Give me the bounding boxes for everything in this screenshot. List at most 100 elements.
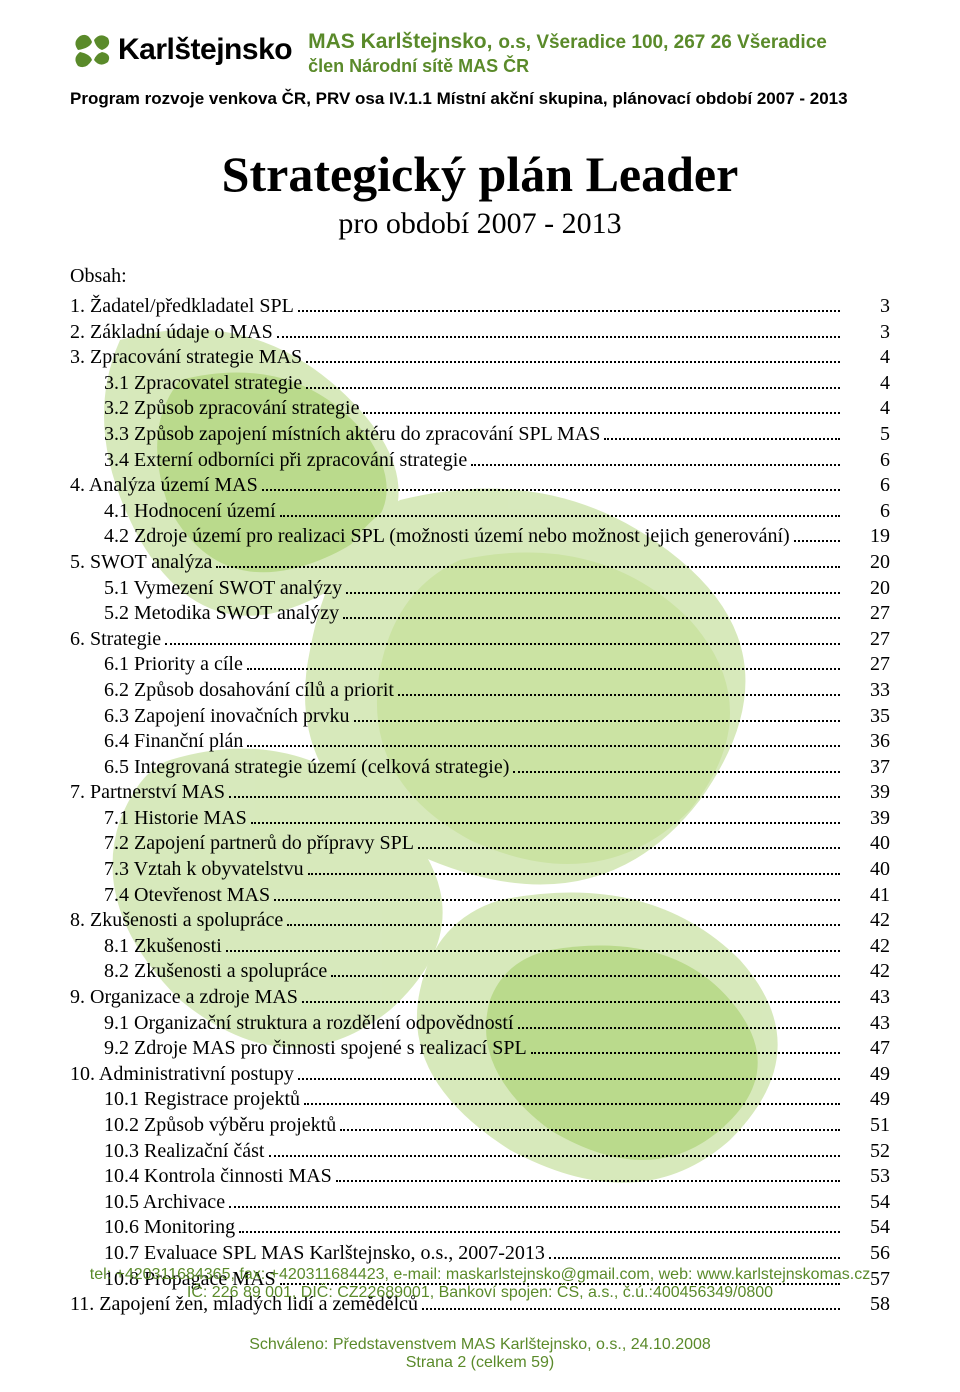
page-number: Strana 2 (celkem 59) [70, 1354, 890, 1372]
toc-page: 4 [846, 345, 890, 371]
toc-page: 19 [846, 524, 890, 550]
toc-dots [262, 489, 840, 491]
toc-page: 51 [846, 1113, 890, 1139]
toc-dots [298, 1078, 840, 1080]
toc-dots [229, 1206, 840, 1208]
toc-label: 10. Administrativní postupy [70, 1062, 294, 1088]
toc-label: 10.3 Realizační část [70, 1139, 265, 1165]
toc-dots [354, 720, 841, 722]
toc-page: 43 [846, 1011, 890, 1037]
toc-dots [226, 950, 840, 952]
toc-row: 3.3 Způsob zapojení místních aktéru do z… [70, 422, 890, 448]
toc-dots [346, 592, 840, 594]
org-address: o.s, Všeradice 100, 267 26 Všeradice [498, 32, 827, 53]
toc-page: 3 [846, 320, 890, 346]
toc-dots [336, 1180, 840, 1182]
toc-row: 3.1 Zpracovatel strategie4 [70, 371, 890, 397]
toc-dots [418, 847, 840, 849]
toc-row: 9.1 Organizační struktura a rozdělení od… [70, 1011, 890, 1037]
toc-dots [165, 643, 840, 645]
document-subtitle: pro období 2007 - 2013 [70, 207, 890, 241]
toc-row: 6.3 Zapojení inovačních prvku35 [70, 704, 890, 730]
toc-label: 3.2 Způsob zpracování strategie [70, 396, 359, 422]
toc-page: 54 [846, 1190, 890, 1216]
toc-dots [247, 745, 840, 747]
toc-dots [422, 1308, 840, 1310]
toc-label: 8. Zkušenosti a spolupráce [70, 908, 283, 934]
toc-page: 20 [846, 550, 890, 576]
toc-row: 2. Základní údaje o MAS 3 [70, 320, 890, 346]
toc-label: 10.6 Monitoring [70, 1215, 235, 1241]
toc-row: 10.1 Registrace projektů49 [70, 1087, 890, 1113]
toc-row: 6.5 Integrovaná strategie území (celková… [70, 755, 890, 781]
toc-label: 10.4 Kontrola činnosti MAS [70, 1164, 332, 1190]
toc-row: 4.2 Zdroje území pro realizaci SPL (možn… [70, 524, 890, 550]
toc-page: 43 [846, 985, 890, 1011]
toc-row: 6.2 Způsob dosahování cílů a priorit33 [70, 678, 890, 704]
toc-label: 3.4 Externí odborníci při zpracování str… [70, 448, 467, 474]
toc-label: 10.7 Evaluace SPL MAS Karlštejnsko, o.s.… [70, 1241, 545, 1267]
toc-row: 7.2 Zapojení partnerů do přípravy SPL 40 [70, 831, 890, 857]
toc-label: 6.4 Finanční plán [70, 729, 243, 755]
toc-dots [298, 310, 840, 312]
toc-row: 8.1 Zkušenosti42 [70, 934, 890, 960]
toc-row: 10. Administrativní postupy49 [70, 1062, 890, 1088]
toc-dots [343, 617, 840, 619]
toc-page: 6 [846, 448, 890, 474]
toc-row: 10.3 Realizační část 52 [70, 1139, 890, 1165]
toc-row: 4.1 Hodnocení území6 [70, 499, 890, 525]
toc-dots [306, 361, 840, 363]
toc-row: 10.5 Archivace54 [70, 1190, 890, 1216]
toc-row: 3.2 Způsob zpracování strategie4 [70, 396, 890, 422]
toc-dots [518, 1027, 840, 1029]
toc-page: 53 [846, 1164, 890, 1190]
toc-page: 52 [846, 1139, 890, 1165]
toc-label: 6.1 Priority a cíle [70, 652, 243, 678]
toc-dots [302, 1001, 840, 1003]
toc-row: 7.1 Historie MAS39 [70, 806, 890, 832]
toc-page: 35 [846, 704, 890, 730]
toc-label: 3.3 Způsob zapojení místních aktéru do z… [70, 422, 600, 448]
toc-page: 20 [846, 576, 890, 602]
toc-row: 6.4 Finanční plán 36 [70, 729, 890, 755]
toc-page: 36 [846, 729, 890, 755]
toc-label: 5. SWOT analýza [70, 550, 212, 576]
toc-label: 4.2 Zdroje území pro realizaci SPL (možn… [70, 524, 790, 550]
toc-row: 4. Analýza území MAS 6 [70, 473, 890, 499]
footer-contact: tel: +420311684365, fax: +420311684423, … [0, 1266, 960, 1284]
toc-row: 10.7 Evaluace SPL MAS Karlštejnsko, o.s.… [70, 1241, 890, 1267]
toc-dots [794, 540, 840, 542]
toc-page: 27 [846, 601, 890, 627]
toc-page: 6 [846, 499, 890, 525]
toc-row: 5.2 Metodika SWOT analýzy27 [70, 601, 890, 627]
toc-dots [287, 924, 840, 926]
toc-page: 40 [846, 831, 890, 857]
toc-label: 4. Analýza území MAS [70, 473, 258, 499]
toc-row: 10.6 Monitoring54 [70, 1215, 890, 1241]
toc-row: 6. Strategie27 [70, 627, 890, 653]
toc-dots [531, 1052, 840, 1054]
toc-label: 7. Partnerství MAS [70, 780, 225, 806]
toc-dots [274, 899, 840, 901]
toc-page: 42 [846, 959, 890, 985]
toc-label: 2. Základní údaje o MAS [70, 320, 273, 346]
toc-page: 49 [846, 1087, 890, 1113]
toc-label: 10.2 Způsob výběru projektů [70, 1113, 336, 1139]
toc-dots [331, 975, 840, 977]
toc-row: 8. Zkušenosti a spolupráce42 [70, 908, 890, 934]
toc-label: 9. Organizace a zdroje MAS [70, 985, 298, 1011]
toc-row: 1. Žadatel/předkladatel SPL3 [70, 294, 890, 320]
contents-label: Obsah: [70, 265, 890, 288]
toc-dots [340, 1129, 840, 1131]
toc-dots [471, 464, 840, 466]
toc-page: 3 [846, 294, 890, 320]
toc-label: 7.2 Zapojení partnerů do přípravy SPL [70, 831, 414, 857]
toc-page: 39 [846, 806, 890, 832]
toc-page: 56 [846, 1241, 890, 1267]
toc-page: 4 [846, 371, 890, 397]
toc-dots [363, 412, 840, 414]
toc-dots [398, 694, 840, 696]
toc-page: 5 [846, 422, 890, 448]
footer-ids: IČ: 226 89 001, DIČ: CZ22689001, Bankoví… [0, 1284, 960, 1302]
toc-page: 6 [846, 473, 890, 499]
